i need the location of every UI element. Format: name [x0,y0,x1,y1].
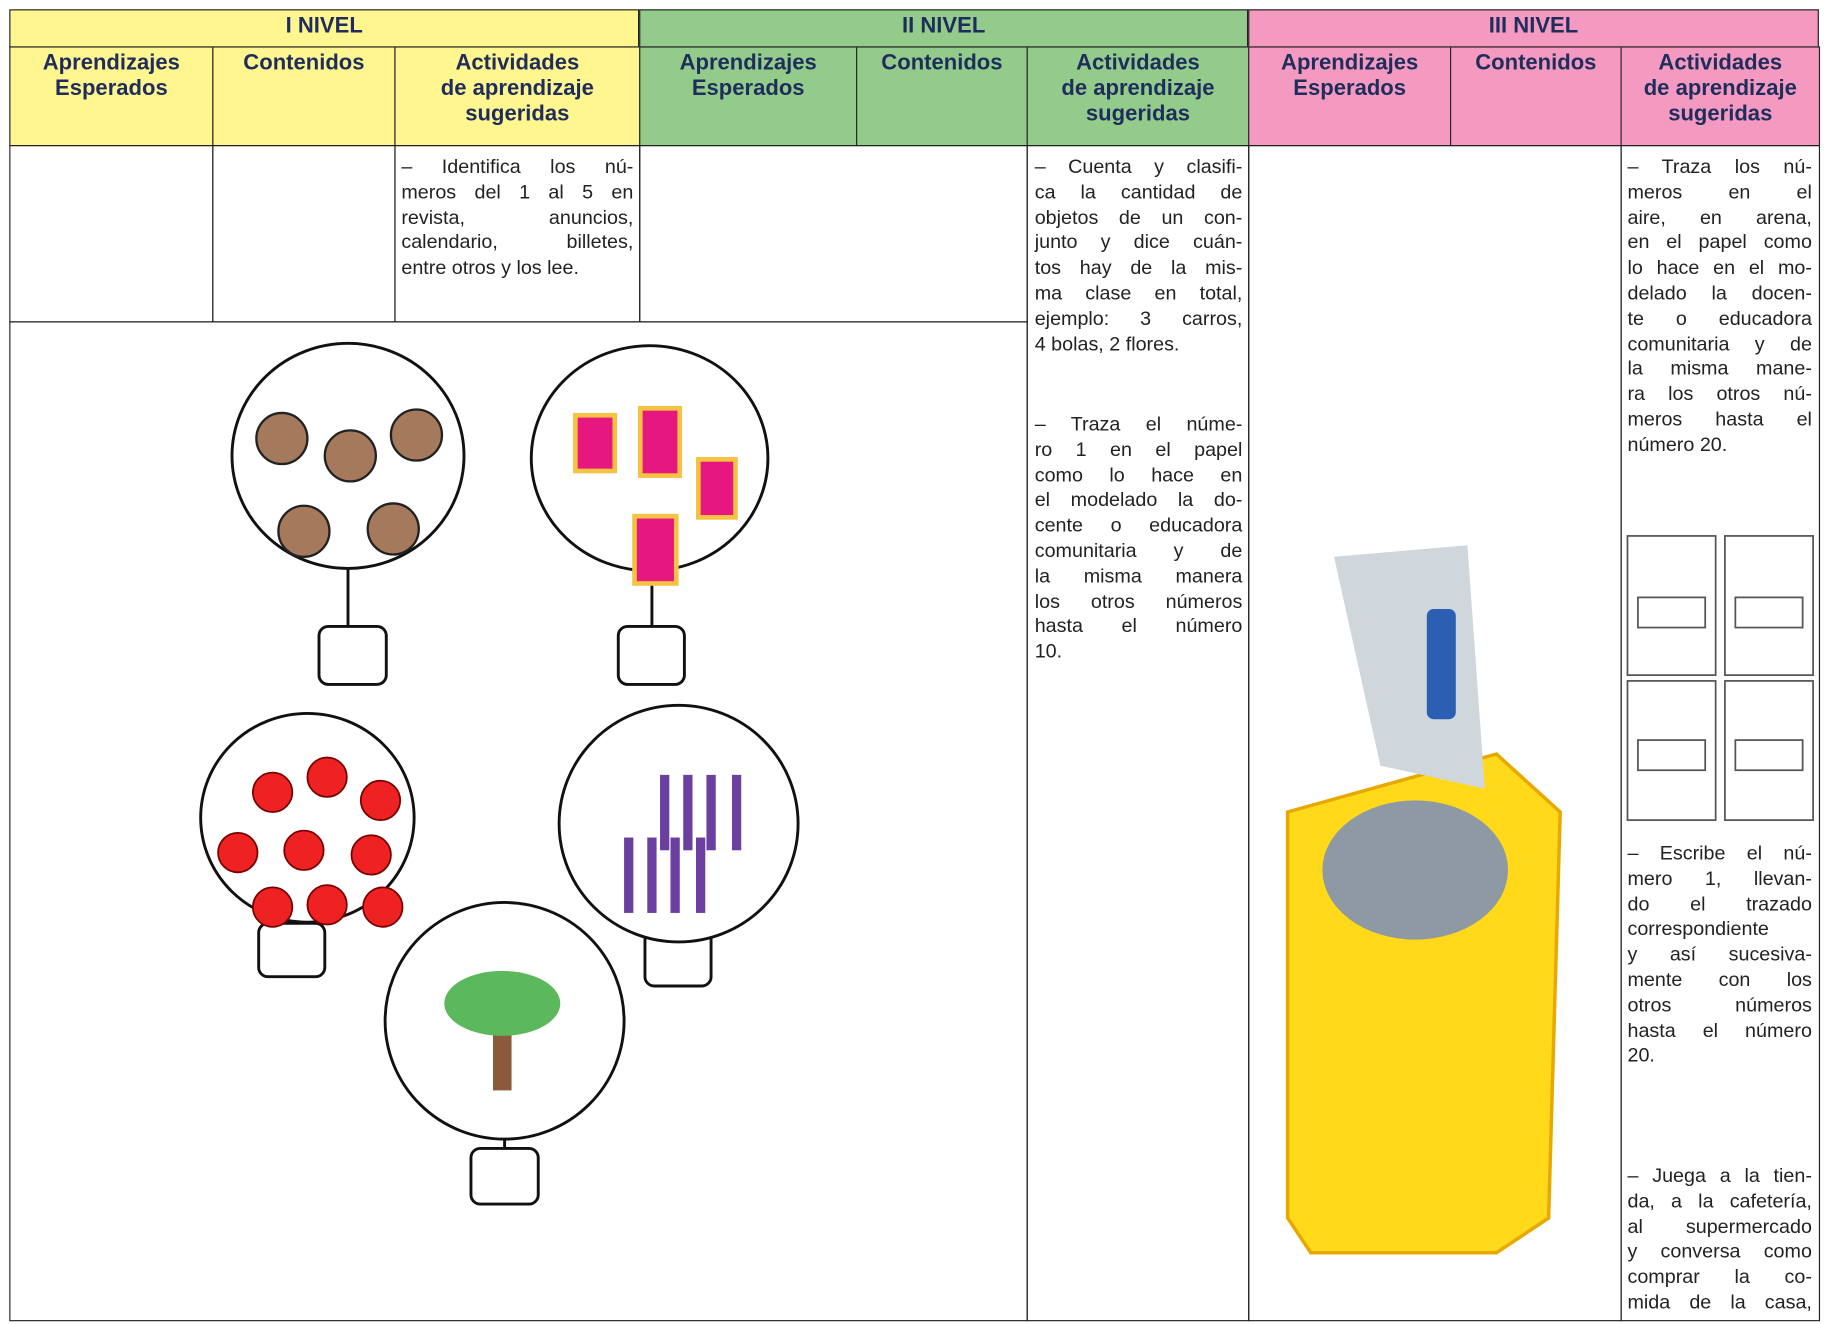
text-line: – Juega a la tien- [1627,1164,1812,1187]
text-line: comunitaria y de [1034,539,1243,562]
text-line: ma clase en total, [1034,281,1243,304]
text-line: Contenidos [1475,51,1597,76]
text-line: sugeridas [1668,102,1773,127]
text-line: delado la docen- [1627,281,1812,304]
text-line: – Traza el núme- [1034,412,1243,435]
text-line: do el trazado [1627,892,1812,915]
text-line: calendario, billetes, [401,231,634,254]
column-header: Aprendizajes Esperados [639,46,858,147]
text-line: – Cuenta y clasifi- [1034,155,1243,178]
level-title: III NIVEL [1248,9,1819,48]
text-line: y conversa como [1627,1240,1812,1263]
text-line: de aprendizaje [1643,76,1797,101]
text-line: ro 1 en el papel [1034,438,1243,461]
text-line: Aprendizajes [1281,51,1419,76]
text-line: meros en el [1627,180,1812,203]
text-line: de aprendizaje [1061,76,1215,101]
text-line: de aprendizaje [440,76,594,101]
cell [1248,145,1622,1322]
text-line: III NIVEL [1488,13,1579,39]
text-line: la misma mane- [1627,357,1812,380]
text-line: 20. [1627,1044,1655,1067]
text-line: en el papel como [1627,231,1812,254]
text-line: como lo hace en [1034,463,1243,486]
text-line: mente con los [1627,968,1812,991]
column-header: Aprendizajes Esperados [1248,46,1452,147]
text-line: al supermercado [1627,1215,1812,1238]
text-line: ra los otros nú- [1627,382,1812,406]
activity-paragraph: – Cuenta y clasifi-ca la cantidad de obje… [1035,154,1243,356]
text-line: revista, anuncios, [401,206,634,229]
text-line: hasta el número [1034,615,1243,638]
text-line: meros hasta el [1627,408,1812,431]
column-header: Contenidos [1450,46,1622,147]
text-line: tos hay de la mis- [1034,256,1243,279]
text-line: Contenidos [881,51,1003,76]
text-line: número 20. [1627,433,1728,456]
text-line: mida de la casa, [1627,1291,1812,1314]
text-line: – Traza los nú- [1627,155,1812,178]
text-line: ca la cantidad de [1034,180,1243,203]
text-line: Esperados [55,76,168,101]
column-header: Contenidos [212,46,396,147]
text-line: los otros números [1034,589,1243,612]
text-line: – Escribe el nú- [1627,842,1812,865]
column-header: Aprendizajes Esperados [9,46,214,147]
text-line: meros del 1 al 5 en [401,180,634,203]
text-line: 10. [1034,640,1063,663]
column-header: Actividades de aprendizaje sugeridas [394,46,641,147]
level-title: I NIVEL [9,9,640,48]
text-line: II NIVEL [902,13,986,39]
text-line: Aprendizajes [42,51,180,76]
text-line: sugeridas [465,102,570,127]
text-line: – Identifica los nú- [401,155,634,178]
text-line: la misma manera [1034,564,1243,587]
activity-paragraph: – Juega a la tien-da, a la cafetería, al … [1627,1163,1811,1315]
text-line: Contenidos [243,51,365,76]
text-line: comunitaria y de [1627,332,1812,355]
text-line: otros números [1627,993,1812,1016]
text-line: hasta el número [1627,1019,1812,1042]
text-line: Actividades [455,51,580,76]
column-header: Contenidos [856,46,1028,147]
text-line: el modelado la do- [1034,488,1243,511]
text-line: Esperados [691,76,805,101]
column-header: Actividades de aprendizaje sugeridas [1026,46,1250,147]
level-title: II NIVEL [639,9,1249,48]
cell [9,321,1028,1322]
activity-paragraph: – Traza los nú-meros en el aire, en arena… [1627,154,1811,457]
text-line: Aprendizajes [679,51,817,76]
text-line: correspondiente [1627,918,1769,941]
activity-paragraph: – Identifica los nú-meros del 1 al 5 en r… [401,154,633,280]
cell [9,145,214,323]
text-line: cente o educadora [1034,514,1243,537]
text-line: aire, en arena, [1627,206,1812,229]
text-line: Actividades [1658,51,1783,76]
text-line: Actividades [1076,51,1200,76]
text-line: I NIVEL [285,13,363,39]
text-line: objetos de un con- [1034,206,1243,229]
text-line: comprar la co- [1627,1265,1812,1288]
activity-paragraph: – Escribe el nú-mero 1, llevan-do el tra… [1627,841,1811,1069]
text-line: entre otros y los lee. [401,256,579,279]
text-line: junto y dice cuán- [1034,231,1243,254]
cell [639,145,1028,323]
text-line: y así sucesiva- [1627,943,1812,966]
activity-paragraph: – Traza el núme-ro 1 en el papel como lo … [1035,412,1243,665]
column-header: Actividades de aprendizaje sugeridas [1620,46,1821,147]
text-line: da, a la cafetería, [1627,1189,1812,1212]
text-line: 4 bolas, 2 flores. [1034,332,1180,355]
cell [1620,145,1821,1322]
text-line: mero 1, llevan- [1627,867,1812,890]
text-line: lo hace en el mo- [1627,256,1812,279]
text-line: Esperados [1293,76,1407,101]
text-line: te o educadora [1627,307,1812,330]
cell [212,145,396,323]
text-line: ejemplo: 3 carros, [1034,307,1243,330]
text-line: sugeridas [1085,102,1191,127]
